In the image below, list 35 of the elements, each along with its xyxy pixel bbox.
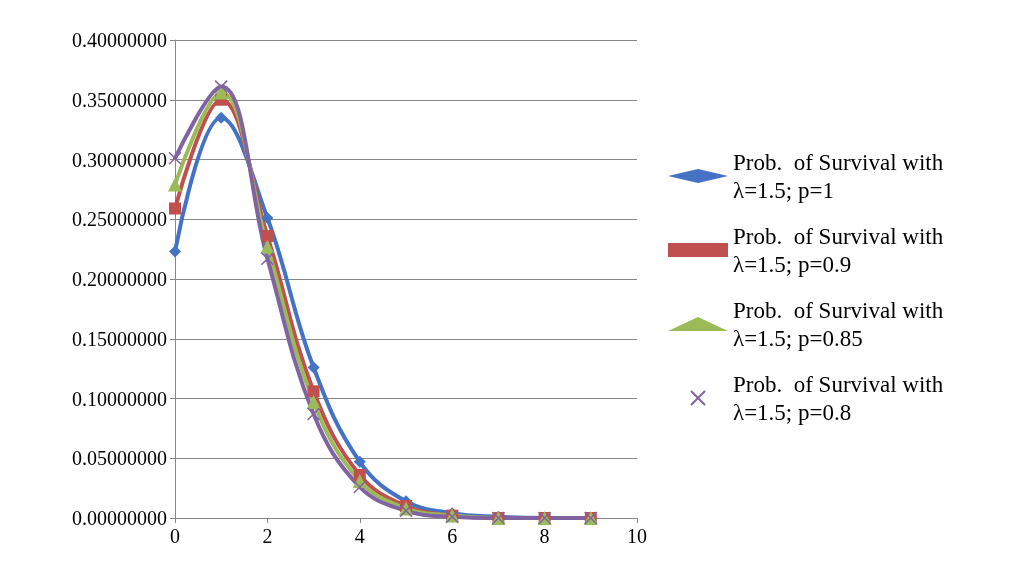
legend-label: Prob. of Survival with λ=1.5; p=0.9 bbox=[733, 223, 949, 277]
y-tick-label: 0.35000000 bbox=[72, 88, 167, 111]
x-tick-label: 8 bbox=[539, 525, 550, 547]
point bbox=[306, 395, 321, 410]
legend-label: Prob. of Survival with λ=1.5; p=0.85 bbox=[733, 297, 949, 351]
x-tick-label: 4 bbox=[354, 525, 365, 547]
point bbox=[307, 361, 320, 374]
point bbox=[307, 385, 320, 398]
x-tick-label: 0 bbox=[170, 525, 180, 547]
x-tick-label: 6 bbox=[447, 525, 458, 547]
point bbox=[261, 212, 274, 225]
point bbox=[353, 455, 366, 468]
point bbox=[169, 245, 181, 258]
point bbox=[214, 79, 228, 94]
legend-label: Prob. of Survival with λ=1.5; p=0.8 bbox=[733, 371, 949, 425]
y-tick-label: 0.15000000 bbox=[72, 327, 167, 350]
point bbox=[260, 251, 275, 266]
y-tick-label: 0.40000000 bbox=[72, 29, 167, 51]
y-tick-label: 0.00000000 bbox=[72, 507, 167, 529]
y-tick-label: 0.10000000 bbox=[72, 387, 167, 410]
x-tick-label: 10 bbox=[627, 525, 647, 547]
point bbox=[261, 229, 274, 242]
legend-label: Prob. of Survival with λ=1.5; p=1 bbox=[733, 149, 949, 203]
y-tick-label: 0.30000000 bbox=[72, 148, 167, 171]
point bbox=[168, 151, 182, 166]
point bbox=[306, 407, 321, 421]
point bbox=[215, 111, 228, 124]
point bbox=[260, 239, 275, 254]
y-tick-label: 0.05000000 bbox=[72, 447, 167, 470]
point bbox=[169, 202, 181, 215]
point bbox=[168, 177, 182, 192]
x-tick-label: 2 bbox=[262, 525, 273, 547]
y-tick-label: 0.25000000 bbox=[72, 208, 167, 231]
point bbox=[353, 480, 367, 494]
y-tick-label: 0.20000000 bbox=[72, 268, 167, 290]
